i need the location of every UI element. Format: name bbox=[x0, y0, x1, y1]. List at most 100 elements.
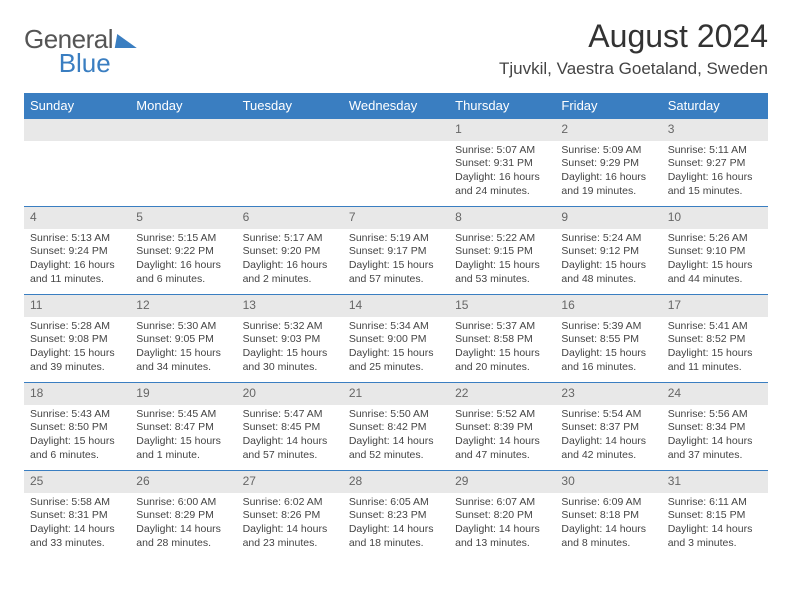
daylight-text-2: and 2 minutes. bbox=[243, 273, 337, 287]
day-info: Sunrise: 5:50 AMSunset: 8:42 PMDaylight:… bbox=[343, 405, 449, 467]
sunset-text: Sunset: 9:05 PM bbox=[136, 333, 230, 347]
sunrise-text: Sunrise: 6:05 AM bbox=[349, 496, 443, 510]
day-info: Sunrise: 5:54 AMSunset: 8:37 PMDaylight:… bbox=[555, 405, 661, 467]
calendar-day-cell bbox=[237, 119, 343, 207]
day-number: 17 bbox=[662, 295, 768, 317]
daylight-text-2: and 11 minutes. bbox=[668, 361, 762, 375]
sunrise-text: Sunrise: 5:13 AM bbox=[30, 232, 124, 246]
weekday-header-row: SundayMondayTuesdayWednesdayThursdayFrid… bbox=[24, 93, 768, 119]
sunset-text: Sunset: 9:27 PM bbox=[668, 157, 762, 171]
calendar-week-row: 25Sunrise: 5:58 AMSunset: 8:31 PMDayligh… bbox=[24, 471, 768, 559]
daylight-text-1: Daylight: 14 hours bbox=[455, 435, 549, 449]
daylight-text-2: and 42 minutes. bbox=[561, 449, 655, 463]
sunrise-text: Sunrise: 5:41 AM bbox=[668, 320, 762, 334]
calendar-day-cell: 20Sunrise: 5:47 AMSunset: 8:45 PMDayligh… bbox=[237, 383, 343, 471]
weekday-header: Monday bbox=[130, 93, 236, 119]
calendar-day-cell: 19Sunrise: 5:45 AMSunset: 8:47 PMDayligh… bbox=[130, 383, 236, 471]
sunrise-text: Sunrise: 5:30 AM bbox=[136, 320, 230, 334]
calendar-day-cell: 26Sunrise: 6:00 AMSunset: 8:29 PMDayligh… bbox=[130, 471, 236, 559]
sunrise-text: Sunrise: 5:58 AM bbox=[30, 496, 124, 510]
sunset-text: Sunset: 8:55 PM bbox=[561, 333, 655, 347]
sunrise-text: Sunrise: 5:09 AM bbox=[561, 144, 655, 158]
sunset-text: Sunset: 8:52 PM bbox=[668, 333, 762, 347]
calendar-week-row: 4Sunrise: 5:13 AMSunset: 9:24 PMDaylight… bbox=[24, 207, 768, 295]
daylight-text-2: and 20 minutes. bbox=[455, 361, 549, 375]
day-number: 4 bbox=[24, 207, 130, 229]
daylight-text-1: Daylight: 16 hours bbox=[455, 171, 549, 185]
day-number: 23 bbox=[555, 383, 661, 405]
daylight-text-1: Daylight: 15 hours bbox=[136, 435, 230, 449]
sunrise-text: Sunrise: 5:07 AM bbox=[455, 144, 549, 158]
sunset-text: Sunset: 8:50 PM bbox=[30, 421, 124, 435]
day-number: 22 bbox=[449, 383, 555, 405]
day-number: 15 bbox=[449, 295, 555, 317]
calendar-day-cell: 17Sunrise: 5:41 AMSunset: 8:52 PMDayligh… bbox=[662, 295, 768, 383]
daylight-text-1: Daylight: 14 hours bbox=[30, 523, 124, 537]
day-number: 18 bbox=[24, 383, 130, 405]
day-info: Sunrise: 5:28 AMSunset: 9:08 PMDaylight:… bbox=[24, 317, 130, 379]
sunset-text: Sunset: 8:39 PM bbox=[455, 421, 549, 435]
day-number: 26 bbox=[130, 471, 236, 493]
sunset-text: Sunset: 8:15 PM bbox=[668, 509, 762, 523]
calendar-day-cell: 15Sunrise: 5:37 AMSunset: 8:58 PMDayligh… bbox=[449, 295, 555, 383]
daylight-text-1: Daylight: 16 hours bbox=[668, 171, 762, 185]
daylight-text-2: and 37 minutes. bbox=[668, 449, 762, 463]
day-info: Sunrise: 5:37 AMSunset: 8:58 PMDaylight:… bbox=[449, 317, 555, 379]
day-number: 16 bbox=[555, 295, 661, 317]
daylight-text-2: and 48 minutes. bbox=[561, 273, 655, 287]
daylight-text-1: Daylight: 14 hours bbox=[668, 523, 762, 537]
calendar-day-cell: 16Sunrise: 5:39 AMSunset: 8:55 PMDayligh… bbox=[555, 295, 661, 383]
sunset-text: Sunset: 8:45 PM bbox=[243, 421, 337, 435]
daylight-text-1: Daylight: 15 hours bbox=[349, 347, 443, 361]
day-number: 9 bbox=[555, 207, 661, 229]
daylight-text-1: Daylight: 15 hours bbox=[30, 347, 124, 361]
day-info: Sunrise: 5:39 AMSunset: 8:55 PMDaylight:… bbox=[555, 317, 661, 379]
day-number: 7 bbox=[343, 207, 449, 229]
day-number: 3 bbox=[662, 119, 768, 141]
daylight-text-2: and 25 minutes. bbox=[349, 361, 443, 375]
calendar-day-cell: 29Sunrise: 6:07 AMSunset: 8:20 PMDayligh… bbox=[449, 471, 555, 559]
calendar-day-cell: 23Sunrise: 5:54 AMSunset: 8:37 PMDayligh… bbox=[555, 383, 661, 471]
day-info: Sunrise: 6:00 AMSunset: 8:29 PMDaylight:… bbox=[130, 493, 236, 555]
day-number: 20 bbox=[237, 383, 343, 405]
sunset-text: Sunset: 8:34 PM bbox=[668, 421, 762, 435]
day-info: Sunrise: 5:56 AMSunset: 8:34 PMDaylight:… bbox=[662, 405, 768, 467]
weekday-header: Sunday bbox=[24, 93, 130, 119]
day-number: 19 bbox=[130, 383, 236, 405]
calendar-day-cell: 8Sunrise: 5:22 AMSunset: 9:15 PMDaylight… bbox=[449, 207, 555, 295]
calendar-day-cell: 7Sunrise: 5:19 AMSunset: 9:17 PMDaylight… bbox=[343, 207, 449, 295]
sunset-text: Sunset: 8:23 PM bbox=[349, 509, 443, 523]
day-info: Sunrise: 5:58 AMSunset: 8:31 PMDaylight:… bbox=[24, 493, 130, 555]
daylight-text-1: Daylight: 14 hours bbox=[136, 523, 230, 537]
sunset-text: Sunset: 9:29 PM bbox=[561, 157, 655, 171]
day-info: Sunrise: 5:47 AMSunset: 8:45 PMDaylight:… bbox=[237, 405, 343, 467]
day-info: Sunrise: 5:30 AMSunset: 9:05 PMDaylight:… bbox=[130, 317, 236, 379]
day-number: 25 bbox=[24, 471, 130, 493]
daylight-text-1: Daylight: 16 hours bbox=[30, 259, 124, 273]
daylight-text-1: Daylight: 15 hours bbox=[349, 259, 443, 273]
day-info: Sunrise: 5:13 AMSunset: 9:24 PMDaylight:… bbox=[24, 229, 130, 291]
sunrise-text: Sunrise: 5:54 AM bbox=[561, 408, 655, 422]
sunrise-text: Sunrise: 6:09 AM bbox=[561, 496, 655, 510]
day-info: Sunrise: 5:43 AMSunset: 8:50 PMDaylight:… bbox=[24, 405, 130, 467]
calendar-day-cell: 14Sunrise: 5:34 AMSunset: 9:00 PMDayligh… bbox=[343, 295, 449, 383]
day-number: 29 bbox=[449, 471, 555, 493]
calendar-day-cell: 13Sunrise: 5:32 AMSunset: 9:03 PMDayligh… bbox=[237, 295, 343, 383]
calendar-day-cell bbox=[130, 119, 236, 207]
day-number: 8 bbox=[449, 207, 555, 229]
day-info: Sunrise: 5:11 AMSunset: 9:27 PMDaylight:… bbox=[662, 141, 768, 203]
sunrise-text: Sunrise: 5:56 AM bbox=[668, 408, 762, 422]
calendar-day-cell bbox=[24, 119, 130, 207]
sunrise-text: Sunrise: 5:37 AM bbox=[455, 320, 549, 334]
calendar-day-cell: 25Sunrise: 5:58 AMSunset: 8:31 PMDayligh… bbox=[24, 471, 130, 559]
day-number: 11 bbox=[24, 295, 130, 317]
sunset-text: Sunset: 8:31 PM bbox=[30, 509, 124, 523]
day-info: Sunrise: 6:09 AMSunset: 8:18 PMDaylight:… bbox=[555, 493, 661, 555]
day-info: Sunrise: 6:05 AMSunset: 8:23 PMDaylight:… bbox=[343, 493, 449, 555]
daylight-text-2: and 24 minutes. bbox=[455, 185, 549, 199]
sunrise-text: Sunrise: 5:32 AM bbox=[243, 320, 337, 334]
sunrise-text: Sunrise: 5:22 AM bbox=[455, 232, 549, 246]
calendar-day-cell: 4Sunrise: 5:13 AMSunset: 9:24 PMDaylight… bbox=[24, 207, 130, 295]
day-number: 14 bbox=[343, 295, 449, 317]
sunrise-text: Sunrise: 6:07 AM bbox=[455, 496, 549, 510]
